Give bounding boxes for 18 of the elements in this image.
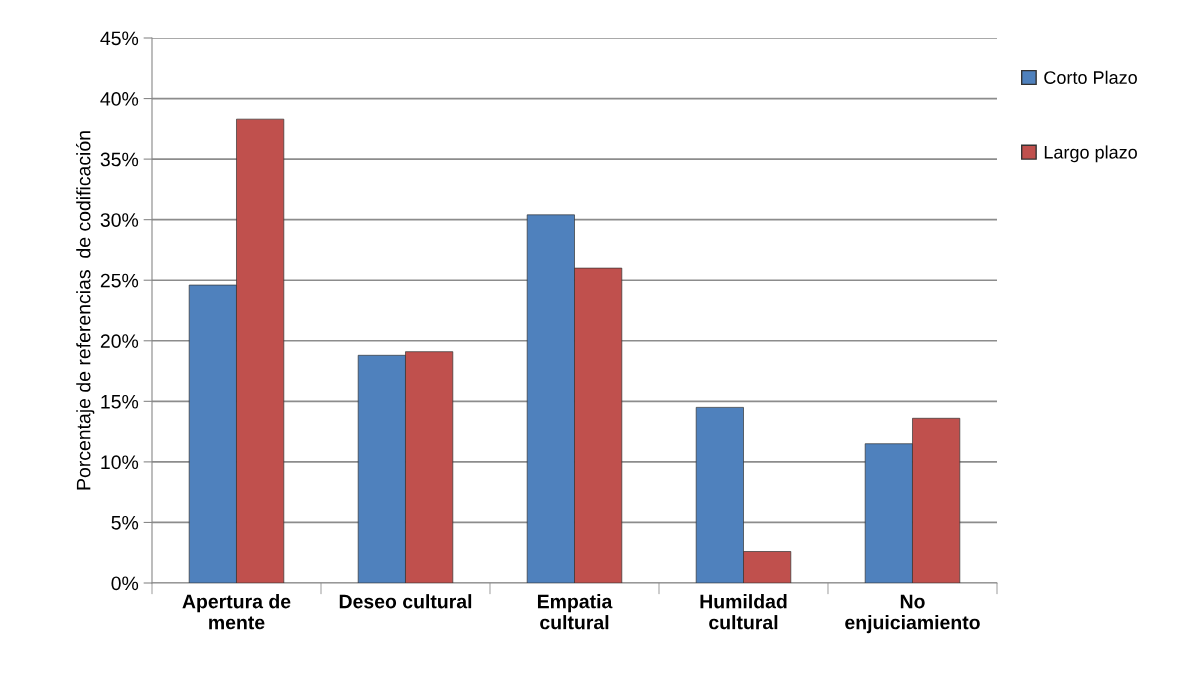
y-tick-label: 0% (111, 576, 139, 591)
x-tick-label: Deseo cultural (339, 594, 472, 609)
x-tick-label: Empatia cultural (537, 594, 613, 630)
y-tick-label: 25% (100, 273, 139, 288)
y-axis-title: Porcentaje de referencias de codificación (75, 131, 95, 490)
legend-label: Largo plazo (1044, 145, 1137, 163)
x-tick-label: No enjuiciamiento (845, 594, 980, 634)
y-tick-label: 20% (100, 334, 139, 349)
y-tick-label: 30% (100, 213, 139, 227)
y-tick-label: 10% (101, 455, 139, 470)
y-tick-label: 35% (100, 152, 139, 167)
y-tick-label: 45% (100, 31, 139, 46)
y-tick-label: 40% (100, 92, 139, 106)
legend-label: Corto Plazo (1044, 70, 1137, 84)
x-tick-label: Apertura de mente (182, 594, 291, 630)
y-tick-label: 5% (111, 516, 139, 530)
x-tick-label: Humildad cultural (700, 594, 787, 630)
y-tick-label: 15% (101, 394, 139, 409)
